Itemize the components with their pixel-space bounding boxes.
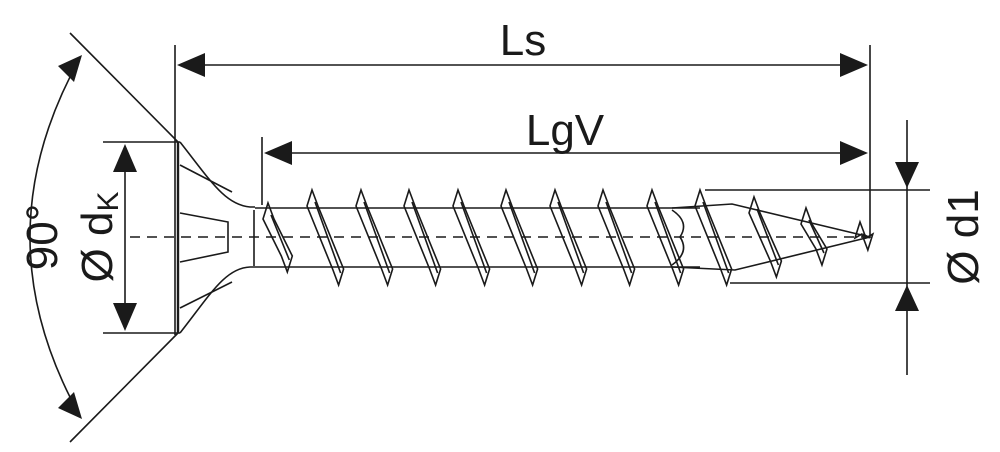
- angle-label: 90°: [18, 204, 67, 271]
- thread-flight: [262, 200, 294, 275]
- thread-flight: [597, 187, 636, 288]
- thread-flight-edge: [460, 201, 488, 274]
- tip: [671, 203, 871, 271]
- thread-flight-edge: [702, 201, 730, 274]
- arrow-left-icon: [264, 141, 292, 165]
- thread-flight-edge: [862, 233, 871, 239]
- thread-flight-edge: [270, 214, 291, 261]
- thread-flight: [646, 187, 685, 288]
- dk-label: Ø dK: [73, 192, 125, 283]
- thread-flight: [694, 187, 733, 288]
- arrow-down-icon: [58, 392, 82, 419]
- screw: [130, 141, 875, 334]
- arrow-right-icon: [840, 141, 868, 165]
- thread-flight-edge: [557, 201, 585, 274]
- thread-flight-edge: [363, 201, 391, 274]
- thread-flight: [800, 205, 828, 268]
- angle-dimension: 90°: [18, 32, 179, 443]
- thread-flight: [355, 187, 394, 288]
- ls-label: Ls: [500, 16, 546, 65]
- thread-flight: [403, 187, 442, 288]
- thread-flight-edge: [508, 201, 536, 274]
- thread-flight: [549, 187, 588, 288]
- thread-flight-edge: [808, 219, 825, 254]
- arrow-up-icon: [895, 285, 919, 311]
- thread-flight-edge: [605, 201, 633, 274]
- thread-flight: [452, 187, 491, 288]
- thread-flight-edge: [654, 201, 682, 274]
- drive-recess: [179, 212, 229, 263]
- head-edge-top: [179, 164, 233, 193]
- thread-flight-edge: [314, 201, 342, 274]
- d1-dimension: Ø d1: [705, 120, 988, 375]
- thread-flight-edge: [756, 208, 780, 266]
- angle-line-bottom: [69, 332, 179, 443]
- arrow-down-icon: [895, 162, 919, 188]
- arrow-left-icon: [177, 53, 205, 77]
- arrow-up-icon: [113, 144, 137, 172]
- head-cone-bottom: [179, 266, 255, 334]
- ls-dimension: Ls: [174, 16, 871, 335]
- thread-flight: [748, 194, 783, 280]
- arrow-up-icon: [58, 55, 82, 82]
- head-cone-top: [179, 141, 255, 208]
- arrow-right-icon: [840, 53, 868, 77]
- head-edge-bottom: [179, 281, 233, 309]
- thread-flight: [500, 187, 539, 288]
- arrow-down-icon: [113, 303, 137, 331]
- lgv-label: LgV: [526, 106, 605, 155]
- thread-flight-edge: [411, 201, 439, 274]
- angle-arc: [29, 57, 81, 417]
- thread-flight: [853, 219, 875, 253]
- d1-label: Ø d1: [939, 189, 988, 284]
- angle-line-top: [69, 32, 179, 143]
- lgv-dimension: LgV: [261, 106, 868, 205]
- thread-flight: [306, 187, 345, 288]
- dk-dimension: Ø dK: [73, 141, 180, 334]
